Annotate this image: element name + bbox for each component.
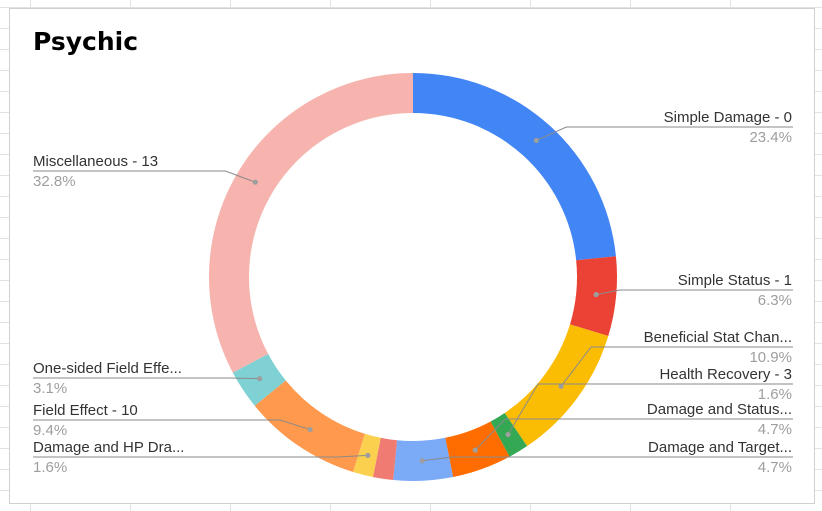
slice-percent: 3.1% (33, 380, 67, 397)
slice-label: Field Effect - 10 (33, 402, 138, 419)
leader-dot (505, 431, 511, 438)
chart-title: Psychic (33, 27, 138, 56)
leader-dot (307, 426, 313, 433)
slice-field-effect-10[interactable] (254, 380, 365, 472)
leader-dot (252, 179, 258, 185)
leader-dot (472, 447, 478, 453)
leader-dot (533, 137, 539, 144)
slice-label: Damage and Status... (647, 401, 792, 418)
slice-label: Simple Status - 1 (678, 272, 792, 289)
leader-dot (593, 291, 599, 298)
slice-percent: 1.6% (33, 459, 67, 476)
leader-dot (365, 452, 371, 458)
slice-miscellaneous-13[interactable] (209, 73, 413, 373)
slice-slice-6[interactable] (372, 437, 398, 481)
leader-line (33, 170, 256, 183)
leader-dot (257, 376, 263, 382)
slice-percent: 4.7% (758, 421, 792, 438)
slice-beneficial-stat-chan[interactable] (504, 324, 609, 447)
leader-line (33, 377, 260, 380)
leader-line (33, 454, 368, 458)
slice-label: Miscellaneous - 13 (33, 153, 158, 170)
slice-percent: 9.4% (33, 422, 67, 439)
slice-label: Simple Damage - 0 (664, 109, 792, 126)
slice-simple-status-1[interactable] (569, 256, 617, 337)
slice-percent: 6.3% (758, 292, 792, 309)
leader-dot (558, 383, 564, 389)
slice-label: Damage and Target... (648, 439, 792, 456)
leader-line (422, 456, 793, 462)
leader-line (507, 383, 793, 435)
slice-percent: 4.7% (758, 459, 792, 476)
leader-line (536, 126, 793, 141)
slice-label: Health Recovery - 3 (659, 366, 792, 383)
leader-line (560, 346, 793, 387)
slice-label: One-sided Field Effe... (33, 360, 182, 377)
slice-label: Damage and HP Dra... (33, 439, 184, 456)
slice-simple-damage-0[interactable] (413, 73, 616, 261)
slice-label: Beneficial Stat Chan... (644, 329, 792, 346)
slice-percent: 1.6% (758, 386, 792, 403)
leader-line (33, 419, 311, 431)
leader-line (474, 418, 793, 451)
slice-percent: 32.8% (33, 173, 76, 190)
leader-dot (419, 458, 425, 464)
slice-percent: 10.9% (749, 349, 792, 366)
slice-percent: 23.4% (749, 129, 792, 146)
leader-line (596, 289, 793, 296)
